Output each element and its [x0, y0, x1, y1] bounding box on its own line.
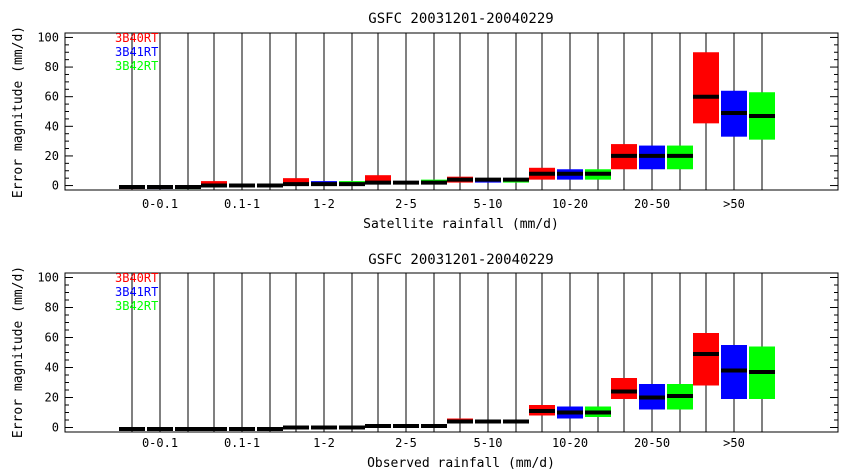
- panel-bottom: GSFC 20031201-20040229 Observed rainfall…: [11, 252, 839, 471]
- panel-bottom-xtick-label->50: >50: [723, 436, 745, 450]
- panel-bottom-ytick-label-0: 0: [52, 421, 59, 435]
- panel-bottom-xtick-label-0.1-1: 0.1-1: [224, 436, 260, 450]
- panel-top-xtick-label-5-10: 5-10: [474, 197, 503, 211]
- panel-top-ytick-label-0: 0: [52, 179, 59, 193]
- panel-bottom-xtick-label-2-5: 2-5: [395, 436, 417, 450]
- panel-bottom-xlabel: Observed rainfall (mm/d): [367, 456, 555, 471]
- panel-bottom-xtick-label-1-2: 1-2: [313, 436, 335, 450]
- panel-top-title: GSFC 20031201-20040229: [368, 11, 553, 27]
- panel-bottom-ytick-label-40: 40: [45, 361, 59, 375]
- panel-bottom-legend-3B42RT: 3B42RT: [115, 299, 158, 313]
- panel-top-xlabel: Satellite rainfall (mm/d): [363, 217, 559, 232]
- panel-top-box-3B40RT-2-5: [365, 175, 391, 185]
- panel-top-xtick-label-10-20: 10-20: [552, 197, 588, 211]
- panel-bottom-ylabel: Error magnitude (mm/d): [11, 266, 26, 438]
- panel-top-ytick-label-80: 80: [45, 60, 59, 74]
- panel-top-xtick-label-2-5: 2-5: [395, 197, 417, 211]
- panel-top-legend-3B42RT: 3B42RT: [115, 59, 158, 73]
- panel-bottom-ytick-label-20: 20: [45, 391, 59, 405]
- panel-bottom-xtick-label-10-20: 10-20: [552, 436, 588, 450]
- panel-top-xtick-label-1-2: 1-2: [313, 197, 335, 211]
- panel-top-ytick-label-100: 100: [37, 30, 59, 44]
- panel-top-xtick-label-0-0.1: 0-0.1: [142, 197, 178, 211]
- panel-bottom-xtick-label-5-10: 5-10: [474, 436, 503, 450]
- panel-top-xtick-label-20-50: 20-50: [634, 197, 670, 211]
- panel-top-xtick-label-0.1-1: 0.1-1: [224, 197, 260, 211]
- panel-bottom-ytick-label-60: 60: [45, 331, 59, 345]
- panel-top-legend-3B41RT: 3B41RT: [115, 45, 158, 59]
- panel-bottom-legend-3B40RT: 3B40RT: [115, 271, 158, 285]
- panel-top-xtick-label->50: >50: [723, 197, 745, 211]
- panel-top-ytick-label-20: 20: [45, 149, 59, 163]
- panel-bottom-xtick-label-0-0.1: 0-0.1: [142, 436, 178, 450]
- panel-top-ylabel: Error magnitude (mm/d): [11, 26, 26, 198]
- panel-top-box-3B40RT->50: [693, 52, 719, 124]
- panel-bottom-legend-3B41RT: 3B41RT: [115, 285, 158, 299]
- panel-top-legend-3B40RT: 3B40RT: [115, 31, 158, 45]
- panel-bottom-ytick-label-100: 100: [37, 271, 59, 285]
- panel-bottom-box-3B40RT->50: [693, 333, 719, 386]
- panel-bottom-ytick-label-80: 80: [45, 301, 59, 315]
- panel-top-ytick-label-40: 40: [45, 119, 59, 133]
- panel-bottom-title: GSFC 20031201-20040229: [368, 252, 553, 268]
- panel-bottom-xtick-label-20-50: 20-50: [634, 436, 670, 450]
- panel-bottom-box-3B40RT-20-50: [611, 378, 637, 399]
- panel-top-ytick-label-60: 60: [45, 90, 59, 104]
- panel-top: GSFC 20031201-20040229 Satellite rainfal…: [11, 11, 839, 232]
- panel-top-box-3B40RT-1-2: [283, 178, 309, 186]
